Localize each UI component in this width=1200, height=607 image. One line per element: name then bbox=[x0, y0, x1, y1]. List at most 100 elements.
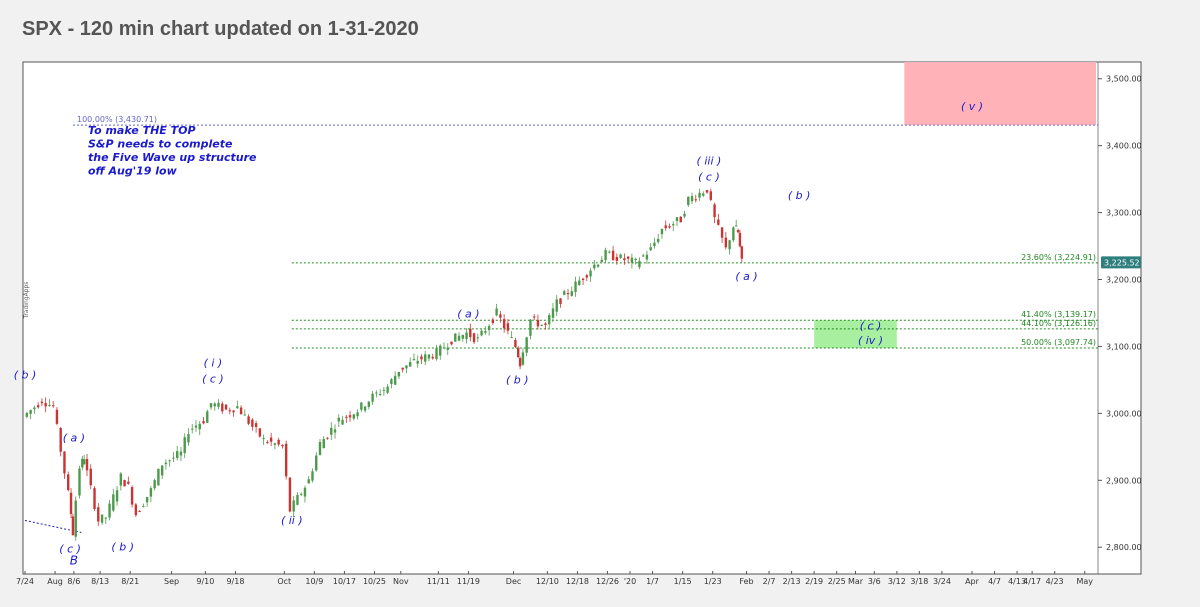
candle-body bbox=[40, 401, 44, 404]
x-tick-label: 2/19 bbox=[805, 577, 823, 586]
candle-body bbox=[363, 406, 367, 411]
candle-body bbox=[427, 354, 431, 359]
x-tick-label: 8/6 bbox=[67, 577, 80, 586]
candle-body bbox=[115, 490, 119, 502]
candle-body bbox=[698, 192, 701, 198]
wave-label: ( b ) bbox=[788, 189, 811, 202]
candle-body bbox=[476, 337, 480, 339]
candle-body bbox=[702, 193, 705, 196]
candle-body bbox=[67, 474, 70, 491]
candle-body bbox=[360, 402, 363, 410]
candle-body bbox=[217, 402, 220, 407]
candle-body bbox=[480, 330, 483, 336]
candle-body bbox=[589, 270, 592, 277]
x-tick-label: 1/15 bbox=[674, 577, 692, 586]
candle-body bbox=[672, 224, 675, 226]
y-tick-label: 3,000.00 bbox=[1106, 409, 1142, 418]
candle-body bbox=[33, 407, 36, 410]
candle-body bbox=[206, 411, 209, 423]
candle-body bbox=[416, 360, 419, 364]
candle-body bbox=[638, 260, 641, 268]
candle-body bbox=[525, 337, 528, 353]
candle-body bbox=[337, 417, 340, 422]
candle-body bbox=[446, 347, 449, 350]
y-tick-label: 3,300.00 bbox=[1106, 209, 1142, 218]
y-tick-label: 3,500.00 bbox=[1106, 75, 1142, 84]
wave-label: ( i ) bbox=[204, 357, 223, 370]
candle-body bbox=[78, 468, 81, 496]
candle-body bbox=[559, 298, 562, 304]
wave-label: ( c ) bbox=[59, 543, 81, 556]
x-tick-label: 8/21 bbox=[121, 577, 139, 586]
x-tick-label: 3/6 bbox=[868, 577, 881, 586]
candle-body bbox=[300, 493, 303, 495]
x-tick-label: 3/12 bbox=[888, 577, 906, 586]
x-tick-label: 4/13 bbox=[1008, 577, 1026, 586]
candle-body bbox=[405, 365, 408, 369]
candle-body bbox=[89, 468, 92, 486]
candle-body bbox=[333, 429, 337, 433]
candle-body bbox=[431, 356, 434, 359]
candle-body bbox=[732, 227, 735, 241]
candle-body bbox=[401, 367, 404, 370]
x-tick-label: Feb bbox=[739, 577, 753, 586]
candle-body bbox=[611, 250, 615, 261]
x-tick-label: 10/25 bbox=[363, 577, 386, 586]
candle-body bbox=[55, 409, 59, 424]
candle-body bbox=[247, 416, 250, 424]
candle-body bbox=[469, 328, 472, 338]
x-tick-label: 11/19 bbox=[457, 577, 480, 586]
candle-body bbox=[570, 291, 573, 296]
level-label: 23.60% (3,224.91) bbox=[1021, 253, 1096, 262]
candle-body bbox=[51, 405, 55, 407]
candle-body bbox=[153, 480, 156, 489]
candle-body bbox=[675, 217, 679, 222]
x-tick-label: 1/7 bbox=[646, 577, 659, 586]
candle-body bbox=[209, 403, 213, 408]
x-tick-label: Aug bbox=[47, 577, 63, 586]
candle-body bbox=[341, 419, 344, 425]
x-tick-label: May bbox=[1076, 577, 1093, 586]
candle-body bbox=[236, 406, 239, 409]
last-price-label: 3,225.52 bbox=[1104, 258, 1140, 267]
candle-body bbox=[465, 332, 468, 340]
wave-label: ( a ) bbox=[735, 270, 757, 283]
wave-label: ( ii ) bbox=[281, 514, 303, 527]
candle-body bbox=[615, 256, 619, 261]
candle-body bbox=[281, 444, 284, 447]
candle-body bbox=[536, 320, 540, 327]
candle-body bbox=[172, 457, 175, 459]
candle-body bbox=[604, 249, 607, 261]
candle-body bbox=[574, 281, 577, 293]
candle-body bbox=[296, 494, 299, 505]
candle-body bbox=[93, 488, 96, 510]
candle-body bbox=[123, 480, 126, 487]
x-tick-label: Apr bbox=[965, 577, 980, 586]
annotation-note-line: S&P needs to complete bbox=[88, 138, 233, 151]
candle-body bbox=[187, 434, 190, 443]
side-watermark-label: TradingApps bbox=[23, 282, 30, 320]
candle-body bbox=[626, 256, 630, 259]
x-tick-label: 9/18 bbox=[226, 577, 244, 586]
candle-body bbox=[608, 251, 611, 253]
candle-body bbox=[713, 204, 716, 218]
wave-label: ( b ) bbox=[111, 541, 134, 554]
candle-body bbox=[596, 264, 600, 267]
candle-body bbox=[540, 324, 543, 326]
y-tick-label: 3,200.00 bbox=[1106, 276, 1142, 285]
candle-body bbox=[457, 335, 461, 341]
annotation-note-line: off Aug'19 low bbox=[88, 165, 178, 178]
candle-body bbox=[273, 443, 277, 445]
candle-body bbox=[551, 308, 555, 318]
candle-body bbox=[390, 379, 393, 384]
candle-body bbox=[375, 392, 378, 394]
candle-body bbox=[717, 219, 720, 225]
candle-body bbox=[514, 340, 517, 347]
candle-body bbox=[81, 458, 84, 468]
candle-body bbox=[653, 242, 656, 247]
candle-body bbox=[378, 393, 382, 395]
candle-body bbox=[499, 314, 502, 318]
wave-label: ( iv ) bbox=[858, 334, 883, 347]
candle-body bbox=[660, 228, 664, 235]
